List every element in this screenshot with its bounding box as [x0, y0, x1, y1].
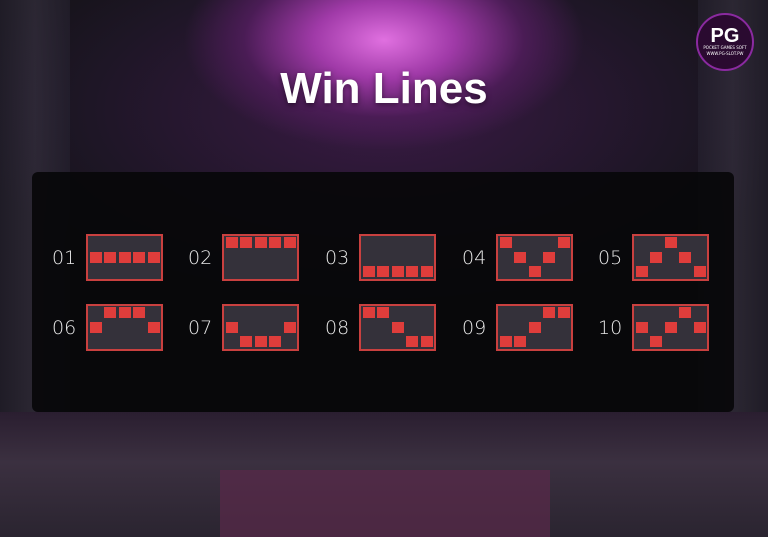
pattern-cell	[240, 336, 253, 347]
win-lines-panel: 01 02 03 04 05 06 07 08 09 10	[32, 172, 734, 412]
pattern-cell	[543, 251, 556, 263]
win-line-06: 06	[52, 304, 163, 351]
pattern-cell	[528, 266, 541, 277]
pattern-cell	[514, 336, 527, 347]
win-line-05: 05	[598, 234, 709, 281]
pattern-cell	[500, 336, 512, 347]
pattern-cell	[679, 307, 692, 318]
page-title: Win Lines	[280, 64, 488, 113]
line-pattern	[632, 304, 709, 351]
line-number: 07	[188, 316, 213, 339]
pattern-cell	[650, 251, 663, 263]
pattern-cell	[636, 321, 648, 333]
win-line-01: 01	[52, 234, 163, 281]
line-number: 01	[52, 246, 77, 269]
pattern-cell	[226, 321, 238, 333]
line-number: 06	[52, 316, 77, 339]
pattern-cell	[636, 266, 648, 277]
logo-url: WWW.PG-SLOT.PW	[706, 51, 744, 56]
pattern-cell	[147, 251, 160, 263]
pattern-cell	[118, 307, 131, 318]
win-line-03: 03	[325, 234, 436, 281]
pattern-cell	[420, 336, 433, 347]
line-pattern	[222, 234, 299, 281]
pattern-cell	[543, 307, 556, 318]
line-pattern	[496, 304, 573, 351]
win-line-02: 02	[188, 234, 299, 281]
logo-mark: PG	[710, 25, 740, 47]
pattern-cell	[514, 251, 527, 263]
pg-logo: PG POCKET GAMES SOFT WWW.PG-SLOT.PW	[696, 13, 754, 71]
pattern-cell	[363, 266, 375, 277]
pattern-cell	[133, 251, 146, 263]
pattern-cell	[363, 307, 375, 318]
pattern-cell	[283, 321, 296, 333]
win-line-07: 07	[188, 304, 299, 351]
pattern-cell	[118, 251, 131, 263]
pattern-cell	[557, 307, 570, 318]
pattern-cell	[269, 336, 282, 347]
win-line-09: 09	[462, 304, 573, 351]
pattern-cell	[391, 266, 404, 277]
pattern-cell	[90, 251, 102, 263]
pattern-cell	[420, 266, 433, 277]
pattern-cell	[557, 237, 570, 248]
pattern-cell	[254, 237, 267, 248]
pattern-cell	[406, 266, 419, 277]
line-number: 03	[325, 246, 350, 269]
pattern-cell	[240, 237, 253, 248]
pattern-cell	[377, 266, 390, 277]
pattern-cell	[133, 307, 146, 318]
line-number: 08	[325, 316, 350, 339]
line-number: 02	[188, 246, 213, 269]
pattern-cell	[226, 237, 238, 248]
line-number: 10	[598, 316, 623, 339]
logo-text: POCKET GAMES SOFT	[703, 45, 747, 50]
line-number: 09	[462, 316, 487, 339]
pattern-cell	[693, 266, 706, 277]
pattern-cell	[679, 251, 692, 263]
line-pattern	[222, 304, 299, 351]
pattern-cell	[147, 321, 160, 333]
pattern-cell	[528, 321, 541, 333]
line-number: 04	[462, 246, 487, 269]
background-carpet	[220, 470, 550, 537]
pattern-cell	[664, 321, 677, 333]
pattern-cell	[406, 336, 419, 347]
line-pattern	[359, 234, 436, 281]
line-pattern	[86, 304, 163, 351]
pattern-cell	[90, 321, 102, 333]
win-line-04: 04	[462, 234, 573, 281]
pattern-cell	[664, 237, 677, 248]
pattern-cell	[104, 307, 117, 318]
pattern-cell	[500, 237, 512, 248]
line-pattern	[496, 234, 573, 281]
pattern-cell	[391, 321, 404, 333]
win-line-08: 08	[325, 304, 436, 351]
line-pattern	[632, 234, 709, 281]
pattern-cell	[283, 237, 296, 248]
line-pattern	[359, 304, 436, 351]
line-number: 05	[598, 246, 623, 269]
line-pattern	[86, 234, 163, 281]
pattern-cell	[693, 321, 706, 333]
win-line-10: 10	[598, 304, 709, 351]
pattern-cell	[254, 336, 267, 347]
pattern-cell	[269, 237, 282, 248]
pattern-cell	[650, 336, 663, 347]
pattern-cell	[377, 307, 390, 318]
pattern-cell	[104, 251, 117, 263]
